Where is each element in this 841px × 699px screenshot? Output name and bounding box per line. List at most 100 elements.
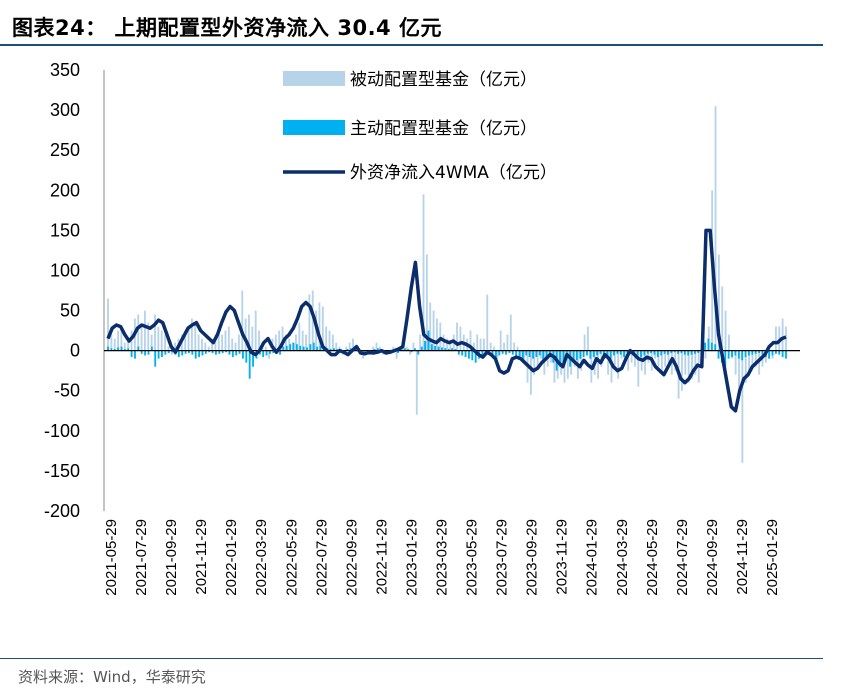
passive-bar: [442, 334, 445, 351]
passive-bar: [556, 350, 559, 379]
active-bar: [589, 350, 592, 359]
y-tick-label: 50: [60, 301, 80, 321]
passive-bar: [496, 350, 499, 359]
passive-bar: [335, 342, 338, 351]
active-bar: [188, 350, 190, 354]
y-tick-label: -150: [44, 461, 80, 481]
active-bar: [113, 349, 116, 351]
active-bar: [559, 350, 561, 367]
active-bar: [262, 350, 265, 358]
active-bar: [636, 350, 639, 355]
active-bar: [494, 350, 497, 358]
x-tick-label: 2024-03-29: [614, 519, 631, 596]
active-bar: [414, 348, 416, 351]
passive-bar: [164, 334, 166, 351]
active-bar: [535, 350, 538, 358]
passive-bar: [348, 342, 351, 351]
x-tick-label: 2024-05-29: [644, 519, 661, 596]
active-bar: [235, 350, 238, 356]
passive-bar: [707, 326, 710, 351]
x-tick-label: 2025-01-29: [764, 519, 781, 596]
passive-bar: [167, 346, 170, 351]
passive-bar: [197, 334, 200, 351]
passive-bar: [331, 334, 334, 351]
active-bar: [758, 350, 760, 354]
passive-bar: [738, 350, 740, 399]
active-bar: [424, 341, 426, 351]
active-bar: [198, 350, 200, 358]
passive-bar: [637, 350, 640, 387]
y-tick-label: 350: [50, 60, 80, 80]
active-bar: [157, 350, 160, 359]
active-bar: [140, 350, 143, 354]
passive-bar: [533, 350, 536, 375]
active-bar: [623, 350, 626, 358]
active-bar: [468, 350, 470, 359]
passive-bar: [227, 326, 230, 351]
passive-bar: [459, 326, 462, 351]
active-bar: [171, 350, 174, 353]
x-tick-label: 2024-09-29: [704, 519, 721, 596]
active-bar: [221, 350, 224, 354]
passive-bar: [721, 286, 724, 351]
active-bar: [778, 350, 781, 355]
passive-bar: [436, 318, 438, 351]
active-bar: [161, 350, 163, 358]
active-bar: [650, 350, 652, 354]
passive-bar: [321, 306, 324, 351]
active-bar: [518, 350, 521, 359]
footer-rule: [0, 658, 823, 659]
passive-bar: [405, 346, 408, 351]
passive-bar: [190, 318, 193, 351]
x-tick-label: 2022-03-29: [253, 519, 270, 596]
passive-bar: [580, 350, 583, 371]
passive-bar: [657, 350, 660, 367]
passive-bar: [634, 350, 636, 367]
active-bar: [737, 350, 740, 359]
passive-bar: [573, 350, 576, 367]
y-tick-labels: 350 300 250 200 150 100 50 0 -50 -100 -150 -200: [44, 60, 80, 521]
passive-bar: [446, 338, 448, 351]
active-bar: [407, 349, 410, 351]
active-bar: [505, 350, 507, 355]
active-bar: [640, 350, 642, 358]
passive-bar: [214, 334, 217, 351]
x-tick-label: 2023-07-29: [494, 519, 511, 596]
passive-bar: [493, 346, 495, 351]
passive-bar: [583, 334, 586, 351]
active-bar: [747, 350, 750, 356]
passive-bar: [432, 310, 435, 351]
x-tick-label: 2022-07-29: [313, 519, 330, 596]
passive-bar: [254, 310, 257, 351]
active-bar: [656, 350, 659, 358]
x-tick-label: 2021-07-29: [133, 519, 150, 596]
active-bar: [575, 350, 578, 361]
passive-bar: [268, 350, 271, 359]
active-bar: [653, 350, 656, 355]
active-bar: [147, 350, 150, 355]
active-bar: [127, 348, 130, 351]
active-bar: [289, 344, 292, 351]
active-bar: [724, 350, 727, 367]
active-bar: [245, 350, 248, 363]
active-bar: [231, 350, 234, 358]
passive-bar: [338, 346, 341, 351]
passive-bar: [170, 350, 173, 355]
active-bar: [774, 350, 777, 354]
y-tick-label: 200: [50, 180, 80, 200]
passive-bar: [570, 350, 573, 375]
passive-bar: [509, 314, 512, 351]
active-bar: [333, 348, 335, 351]
active-bar: [542, 350, 545, 361]
passive-bar: [224, 330, 227, 351]
active-bar: [515, 350, 518, 358]
passive-bar: [587, 326, 589, 351]
active-bar: [137, 346, 140, 351]
passive-bar: [704, 350, 707, 359]
legend-label-line: 外资净流入4WMA（亿元）: [350, 163, 557, 183]
active-bar: [592, 350, 595, 358]
passive-bar: [503, 342, 505, 351]
active-bar: [444, 348, 447, 351]
passive-bar: [667, 350, 670, 363]
active-bar: [107, 346, 109, 351]
